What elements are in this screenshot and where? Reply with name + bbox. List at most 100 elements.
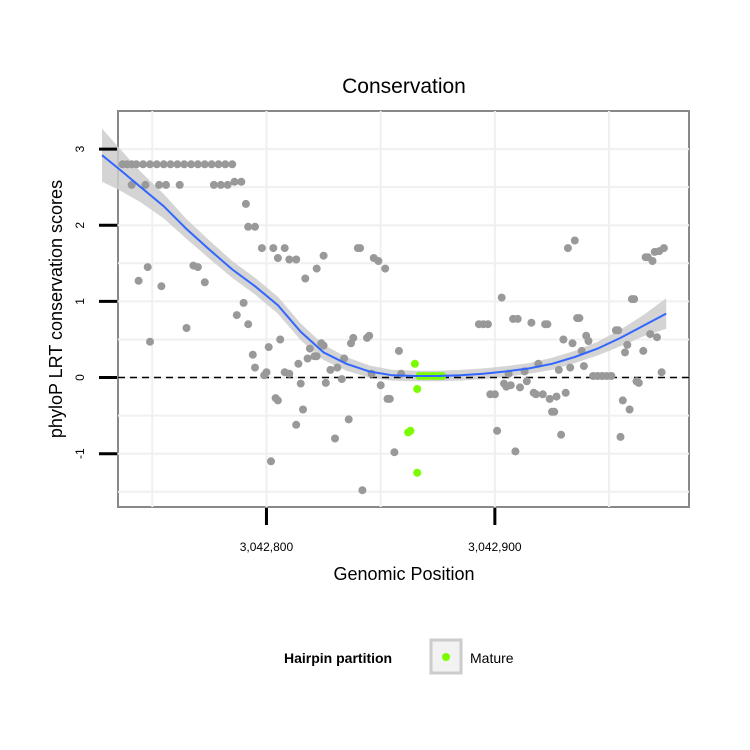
other-point bbox=[532, 390, 540, 399]
other-point bbox=[570, 236, 579, 245]
other-point bbox=[545, 394, 554, 403]
other-point bbox=[152, 160, 161, 169]
other-point bbox=[166, 160, 175, 169]
plot-panel bbox=[117, 110, 690, 508]
legend-label-mature: Mature bbox=[470, 650, 514, 666]
other-point bbox=[296, 379, 305, 388]
other-point bbox=[374, 257, 383, 265]
other-point bbox=[490, 390, 499, 399]
other-point bbox=[568, 339, 577, 348]
other-point bbox=[230, 177, 239, 186]
other-point bbox=[159, 160, 168, 169]
other-point bbox=[506, 381, 515, 390]
other-point bbox=[575, 314, 584, 323]
other-point bbox=[390, 448, 399, 457]
y-tick-label: 3 bbox=[73, 145, 87, 152]
y-axis-label: phyloP LRT conservation scores bbox=[46, 180, 66, 438]
other-point bbox=[180, 160, 189, 169]
other-point bbox=[276, 335, 285, 344]
other-point bbox=[657, 368, 666, 377]
other-point bbox=[566, 363, 575, 372]
other-point bbox=[155, 180, 164, 189]
x-axis-label: Genomic Position bbox=[333, 564, 474, 584]
other-point bbox=[146, 337, 154, 346]
other-point bbox=[333, 363, 342, 372]
x-tick-label: 3,042,900 bbox=[468, 540, 522, 554]
other-point bbox=[639, 346, 648, 355]
other-point bbox=[584, 337, 593, 345]
other-point bbox=[200, 160, 209, 169]
legend-title: Hairpin partition bbox=[284, 650, 392, 666]
other-point bbox=[646, 330, 655, 339]
other-point bbox=[659, 244, 668, 253]
other-point bbox=[516, 383, 524, 392]
other-point bbox=[625, 405, 634, 414]
other-point bbox=[239, 298, 248, 307]
other-point bbox=[244, 320, 253, 329]
other-point bbox=[614, 326, 623, 335]
other-point bbox=[538, 390, 547, 399]
other-point bbox=[511, 447, 520, 456]
other-point bbox=[321, 378, 330, 387]
other-point bbox=[294, 359, 303, 368]
y-tick-label: 2 bbox=[73, 222, 87, 229]
other-point bbox=[312, 352, 321, 361]
other-point bbox=[237, 177, 246, 186]
y-tick-label: 1 bbox=[73, 298, 87, 305]
other-point bbox=[214, 160, 223, 169]
other-point bbox=[616, 432, 625, 441]
other-point bbox=[248, 350, 257, 359]
y-tick-label: 0 bbox=[73, 374, 87, 381]
other-point bbox=[653, 333, 661, 342]
other-point bbox=[618, 396, 627, 405]
other-point bbox=[607, 372, 616, 380]
smooth-curve bbox=[101, 154, 667, 377]
other-point bbox=[484, 320, 492, 329]
other-point bbox=[543, 320, 552, 329]
other-point bbox=[228, 160, 237, 169]
other-point bbox=[221, 160, 230, 169]
other-point bbox=[563, 244, 572, 253]
other-point bbox=[513, 314, 522, 323]
other-point bbox=[162, 180, 170, 189]
other-point bbox=[376, 381, 385, 390]
other-point bbox=[358, 486, 367, 495]
other-point bbox=[559, 335, 568, 344]
y-axis-ticks: -1 0 1 2 3 bbox=[73, 145, 117, 459]
other-point bbox=[127, 180, 136, 189]
legend: Hairpin partition Mature bbox=[284, 638, 514, 675]
other-point bbox=[157, 282, 166, 291]
other-point bbox=[134, 276, 143, 285]
other-point bbox=[623, 340, 632, 349]
other-point bbox=[303, 354, 312, 363]
other-point bbox=[319, 251, 328, 260]
other-point bbox=[257, 244, 266, 253]
other-point bbox=[554, 365, 563, 374]
other-point bbox=[522, 377, 531, 386]
y-tick-label: -1 bbox=[73, 448, 87, 459]
other-point bbox=[527, 318, 536, 327]
other-point bbox=[139, 160, 148, 169]
other-point bbox=[497, 293, 506, 302]
other-point bbox=[292, 420, 301, 429]
other-point bbox=[262, 368, 271, 377]
other-point bbox=[267, 457, 275, 466]
other-point bbox=[141, 180, 150, 189]
other-point bbox=[273, 254, 282, 262]
other-point bbox=[280, 244, 289, 253]
other-point bbox=[319, 341, 328, 350]
other-point bbox=[187, 160, 196, 169]
other-point bbox=[648, 257, 657, 265]
other-point bbox=[251, 222, 259, 231]
other-point bbox=[385, 394, 394, 403]
other-point bbox=[381, 264, 390, 273]
other-point bbox=[493, 426, 502, 435]
other-point bbox=[209, 180, 218, 189]
gridlines bbox=[118, 111, 689, 507]
other-point bbox=[207, 160, 216, 169]
mature-point bbox=[410, 359, 419, 368]
other-point bbox=[146, 160, 154, 169]
other-point bbox=[264, 343, 273, 352]
other-point bbox=[200, 278, 209, 287]
other-point bbox=[331, 434, 339, 443]
